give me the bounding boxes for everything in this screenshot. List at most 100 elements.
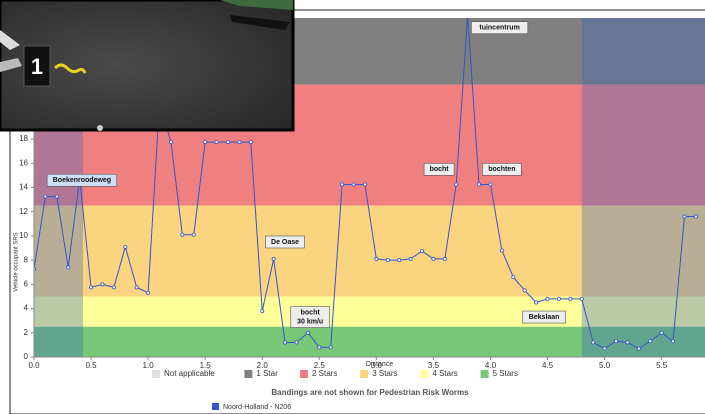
y-tick-label: 4 xyxy=(24,304,29,313)
y-tick-label: 6 xyxy=(24,279,29,288)
note: Bandings are not shown for Pedestrian Ri… xyxy=(271,388,469,397)
point xyxy=(409,257,412,260)
point xyxy=(443,257,446,260)
point xyxy=(306,331,309,334)
legend-swatch xyxy=(300,370,308,378)
annotation: tuincentrum xyxy=(479,25,519,32)
legend-swatch xyxy=(420,370,428,378)
point xyxy=(649,340,652,343)
point xyxy=(249,140,252,143)
point xyxy=(329,346,332,349)
y-tick-label: 2 xyxy=(24,328,29,337)
point xyxy=(671,340,674,343)
point xyxy=(466,14,469,17)
point xyxy=(101,283,104,286)
legend-label: 4 Stars xyxy=(432,369,457,378)
point xyxy=(295,341,298,344)
point xyxy=(215,140,218,143)
legend-label: 5 Stars xyxy=(493,369,518,378)
x-tick-label: 4.5 xyxy=(542,361,554,370)
point xyxy=(226,140,229,143)
x-tick-label: 0.5 xyxy=(85,361,97,370)
point xyxy=(386,259,389,262)
legend-swatch xyxy=(244,370,252,378)
point xyxy=(272,257,275,260)
legend-label: Noord-Holland - N206 xyxy=(223,404,291,411)
legend-label: Not applicable xyxy=(164,369,215,378)
legend-swatch xyxy=(152,370,160,378)
point xyxy=(580,297,583,300)
annotation: bocht xyxy=(301,309,321,316)
point xyxy=(420,249,423,252)
x-tick-label: 0.0 xyxy=(28,361,40,370)
photo-inset: 1 xyxy=(0,0,293,131)
point xyxy=(375,257,378,260)
annotation: 30 km/u xyxy=(297,318,323,325)
annotation: De Oase xyxy=(271,239,299,246)
annotation: Boekenroodeweg xyxy=(53,177,111,184)
point xyxy=(592,341,595,344)
point xyxy=(204,140,207,143)
annotation: bocht xyxy=(430,166,450,173)
point xyxy=(489,183,492,186)
legend-label: 3 Stars xyxy=(372,369,397,378)
page: 0246810121416180.00.51.01.52.02.53.03.54… xyxy=(0,0,705,414)
legend-swatch xyxy=(212,403,219,410)
point xyxy=(660,331,663,334)
y-tick-label: 16 xyxy=(19,158,28,167)
point xyxy=(603,347,606,350)
legend-label: 2 Stars xyxy=(312,369,337,378)
point xyxy=(352,183,355,186)
point xyxy=(283,341,286,344)
point xyxy=(112,286,115,289)
legend-swatch xyxy=(481,370,489,378)
x-tick-label: 5.0 xyxy=(599,361,611,370)
point xyxy=(261,309,264,312)
point xyxy=(341,183,344,186)
point xyxy=(432,257,435,260)
y-tick-label: 18 xyxy=(19,134,28,143)
y-tick-label: 0 xyxy=(24,352,29,361)
x-axis-title: Distance xyxy=(366,361,393,368)
x-tick-label: 1.0 xyxy=(143,361,155,370)
y-tick-label: 10 xyxy=(19,231,28,240)
y-tick-label: 14 xyxy=(19,183,28,192)
point xyxy=(455,183,458,186)
shaded-range xyxy=(582,18,705,357)
point xyxy=(318,346,321,349)
point xyxy=(238,140,241,143)
annotation: bochten xyxy=(488,166,515,173)
y-tick-label: 8 xyxy=(24,255,29,264)
point xyxy=(637,347,640,350)
annotation: Bekslaan xyxy=(529,314,560,321)
point xyxy=(398,259,401,262)
point xyxy=(169,140,172,143)
legend-label: 1 Star xyxy=(256,369,278,378)
y-tick-label: 12 xyxy=(19,207,28,216)
point xyxy=(500,249,503,252)
point xyxy=(363,183,366,186)
point xyxy=(55,195,58,198)
point xyxy=(569,297,572,300)
point xyxy=(535,301,538,304)
point xyxy=(181,233,184,236)
point xyxy=(67,266,70,269)
point xyxy=(477,183,480,186)
point xyxy=(512,275,515,278)
point xyxy=(557,297,560,300)
point xyxy=(124,245,127,248)
point xyxy=(546,297,549,300)
x-tick-label: 5.5 xyxy=(656,361,668,370)
y-axis-title: Vehicle occupant SRS xyxy=(14,232,20,291)
point xyxy=(614,340,617,343)
point xyxy=(89,286,92,289)
debris xyxy=(97,125,103,131)
point xyxy=(192,233,195,236)
point xyxy=(523,289,526,292)
point xyxy=(626,341,629,344)
legend-swatch xyxy=(360,370,368,378)
point xyxy=(147,291,150,294)
point xyxy=(694,215,697,218)
point xyxy=(44,195,47,198)
point xyxy=(683,215,686,218)
